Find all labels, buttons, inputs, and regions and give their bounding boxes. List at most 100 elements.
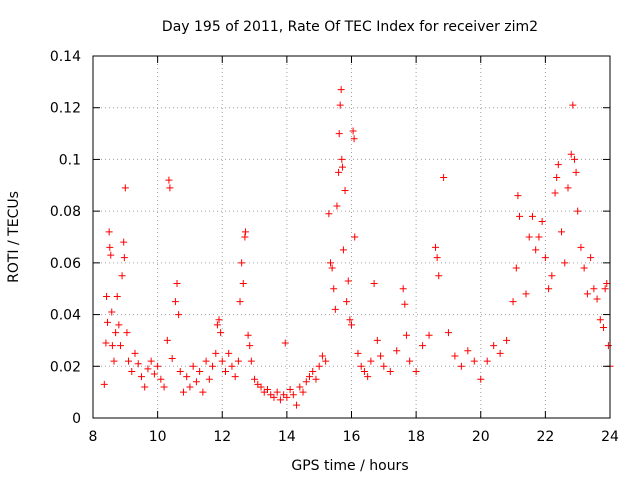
data-point <box>335 168 343 176</box>
data-point <box>380 362 388 370</box>
data-point <box>179 388 187 396</box>
y-tick-label: 0 <box>72 411 81 427</box>
data-point <box>192 378 200 386</box>
data-point <box>440 174 448 182</box>
data-point <box>331 305 339 313</box>
y-tick-label: 0.02 <box>50 359 81 375</box>
data-point <box>105 228 113 236</box>
data-point <box>257 383 265 391</box>
data-point <box>514 192 522 200</box>
data-point <box>103 292 111 300</box>
data-point <box>360 367 368 375</box>
data-point <box>477 375 485 383</box>
data-point <box>154 362 162 370</box>
data-point <box>406 357 414 365</box>
x-axis-label: GPS time / hours <box>291 458 408 474</box>
data-point <box>118 272 126 280</box>
data-point <box>116 342 124 350</box>
x-tick-label: 10 <box>149 429 167 445</box>
y-tick-label: 0.1 <box>59 152 81 168</box>
data-point <box>535 233 543 241</box>
data-point <box>348 321 355 329</box>
data-point <box>173 280 181 288</box>
data-point <box>603 280 611 288</box>
data-point <box>147 357 155 365</box>
data-point <box>121 184 129 192</box>
data-point <box>435 272 443 280</box>
x-tick-label: 12 <box>213 429 231 445</box>
data-point <box>344 277 352 285</box>
y-tick-label: 0.12 <box>50 101 81 117</box>
data-point <box>221 367 229 375</box>
y-tick-label: 0.04 <box>50 308 81 324</box>
data-point <box>335 130 343 138</box>
data-point <box>166 184 174 192</box>
x-tick-label: 16 <box>343 429 361 445</box>
data-point <box>322 357 330 365</box>
data-point <box>196 367 204 375</box>
data-point <box>217 329 225 337</box>
data-point <box>399 285 407 293</box>
data-point <box>357 362 365 370</box>
x-tick-label: 24 <box>601 429 619 445</box>
data-point <box>315 362 323 370</box>
data-point <box>351 233 359 241</box>
data-point <box>283 393 291 401</box>
data-point <box>354 349 362 357</box>
data-point <box>451 352 459 360</box>
data-point <box>246 342 254 350</box>
chart-title: Day 195 of 2011, Rate Of TEC Index for r… <box>162 19 538 35</box>
data-point <box>401 300 409 308</box>
data-point <box>328 264 336 272</box>
data-point <box>102 339 110 347</box>
data-point <box>273 388 281 396</box>
data-point <box>131 349 139 357</box>
data-point <box>236 298 244 306</box>
y-tick-label: 0.08 <box>50 204 81 220</box>
data-point <box>567 150 575 158</box>
data-point <box>325 210 333 218</box>
data-point <box>541 254 549 262</box>
data-point <box>247 357 255 365</box>
data-point <box>100 380 108 388</box>
data-point <box>386 367 394 375</box>
y-tick-label: 0.06 <box>50 256 81 272</box>
data-point <box>241 233 249 241</box>
x-tick-labels: 8 10 12 14 16 18 20 22 24 <box>89 429 619 445</box>
data-point <box>234 357 242 365</box>
data-point <box>137 373 145 381</box>
data-point <box>276 396 284 404</box>
data-point <box>112 329 120 337</box>
data-point <box>516 212 524 220</box>
data-point <box>263 386 271 394</box>
data-point <box>293 401 301 409</box>
data-point <box>393 347 401 355</box>
data-point <box>558 228 566 236</box>
data-point <box>339 246 347 254</box>
y-tick-labels: 0 0.02 0.04 0.06 0.08 0.1 0.12 0.14 <box>50 49 81 427</box>
data-point <box>113 292 121 300</box>
data-point <box>110 357 118 365</box>
data-point <box>425 331 433 339</box>
data-point <box>215 316 223 324</box>
data-point <box>554 161 562 169</box>
data-point <box>108 308 116 316</box>
data-point <box>209 362 217 370</box>
data-point <box>286 386 294 394</box>
x-tick-label: 20 <box>472 429 490 445</box>
data-point <box>350 135 358 143</box>
data-point <box>402 331 410 339</box>
data-point <box>150 370 158 378</box>
data-point <box>125 357 133 365</box>
data-points <box>100 86 614 409</box>
data-point <box>601 285 609 293</box>
data-point <box>444 329 452 337</box>
data-point <box>577 243 585 251</box>
data-point <box>318 352 326 360</box>
data-point <box>305 373 313 381</box>
axis-ticks <box>92 55 611 419</box>
data-point <box>419 342 427 350</box>
data-point <box>553 174 561 182</box>
data-point <box>107 251 115 259</box>
